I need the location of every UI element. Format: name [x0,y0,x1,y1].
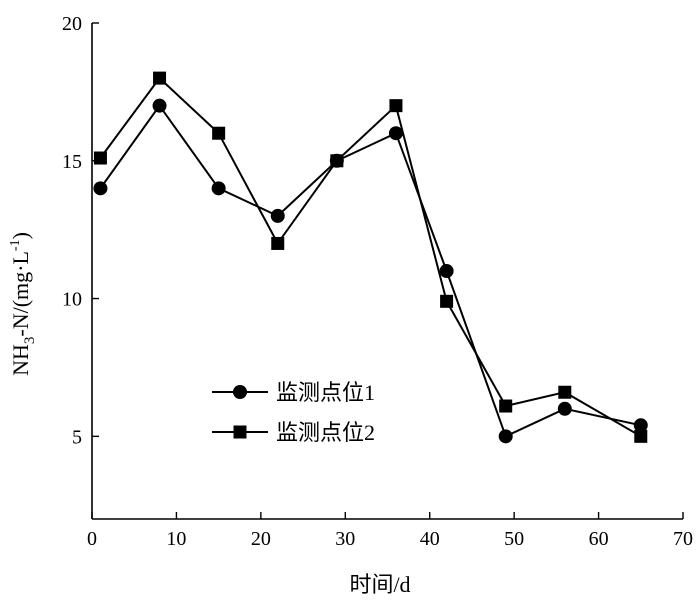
series-1-point [498,429,513,444]
x-tick-label: 10 [166,528,186,550]
x-tick-label: 0 [87,528,97,550]
series-1-point [270,208,285,223]
legend-marker-1 [233,385,247,399]
series-2-point [212,126,226,140]
legend-marker-2 [233,425,247,439]
series-2-point [330,154,344,168]
legend: 监测点位1 监测点位2 [212,380,375,445]
y-axis-label: NH3-N/(mg·L-1) [8,232,38,376]
series-1-point [557,401,572,416]
series-layer [93,71,648,444]
y-axis-label-subscript: 3 [22,337,38,345]
y-axis-label-superscript: -1 [8,239,23,251]
x-tick-label: 30 [335,528,355,550]
x-tick-label: 60 [589,528,609,550]
series-1-point [211,181,226,196]
series-2-point [153,71,167,85]
series-1-point [152,98,167,113]
y-axis-label-end: ) [8,232,33,239]
series-2-point [93,151,107,165]
y-axis-label-middle: -N/(mg·L [8,251,33,337]
y-tick-label: 5 [72,426,82,448]
x-axis-label: 时间/d [349,572,410,597]
x-tick-label: 40 [420,528,440,550]
series-2-point [499,399,513,413]
series-1-point [93,181,108,196]
series-1-point [439,264,454,278]
x-tick-label: 70 [673,528,693,550]
series-1-point [633,418,648,433]
y-tick-label: 15 [62,151,82,173]
y-tick-label: 20 [62,13,82,35]
series-2-point [558,385,572,399]
series-2 [93,71,648,443]
legend-label-2: 监测点位2 [276,420,375,445]
series-2-point [634,429,648,443]
y-tick-label: 10 [62,289,82,311]
series-2-line [99,76,642,438]
series-2-point [271,236,285,250]
series-2-point [389,99,403,113]
x-tick-label: 50 [504,528,524,550]
series-1-line [99,103,642,438]
series-2-point [440,294,454,308]
ticks: 0 10 20 30 40 50 60 70 5 10 15 20 [62,13,693,550]
series-1-point [388,126,403,141]
legend-item-2: 监测点位2 [212,420,375,445]
y-axis-label-main: NH [8,344,33,376]
legend-label-1: 监测点位1 [276,380,375,405]
x-tick-label: 20 [251,528,271,550]
legend-item-1: 监测点位1 [212,380,375,405]
